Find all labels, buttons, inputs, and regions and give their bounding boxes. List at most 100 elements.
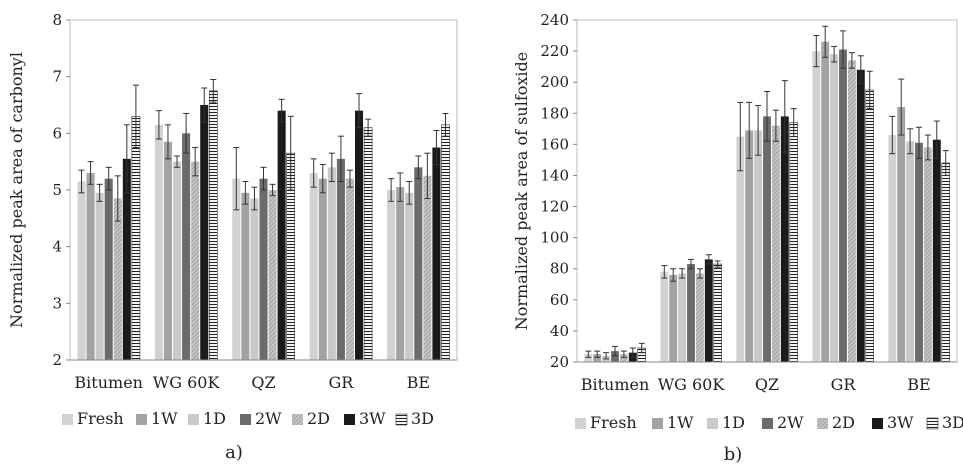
bar-3d-be xyxy=(941,162,950,363)
bar-1w-gr xyxy=(318,178,327,360)
legend-swatch-3d xyxy=(926,417,939,430)
legend-label-3w: 3W xyxy=(887,413,914,432)
bar-1w-qz xyxy=(241,192,250,360)
bar-2d-qz xyxy=(771,125,780,362)
y-tick-label: 80 xyxy=(550,260,569,278)
bar-1w-wg-60k xyxy=(669,274,678,362)
bar-3w-qz xyxy=(780,116,789,362)
bar-2w-qz xyxy=(259,178,268,360)
legend-swatch-1d xyxy=(188,414,199,425)
bar-1w-wg-60k xyxy=(163,141,172,360)
legend-swatch-3w xyxy=(344,414,355,425)
y-axis-label: Normalized peak area of sulfoxide xyxy=(512,52,531,330)
legend-swatch-1d xyxy=(707,418,718,429)
panel-label: b) xyxy=(724,444,743,465)
legend-swatch-fresh xyxy=(575,418,586,429)
bar-fresh-bitumen xyxy=(77,181,86,360)
legend-label-fresh: Fresh xyxy=(77,409,124,428)
bar-fresh-be xyxy=(888,135,897,362)
y-tick-label: 3 xyxy=(52,294,62,312)
legend-label-1w: 1W xyxy=(667,413,694,432)
bar-3w-gr xyxy=(355,110,364,361)
bar-3d-qz xyxy=(789,122,798,363)
bar-fresh-be xyxy=(387,190,396,360)
legend-swatch-2w xyxy=(762,418,773,429)
y-tick-label: 120 xyxy=(540,198,569,216)
bar-2d-qz xyxy=(268,190,277,360)
legend-swatch-3w xyxy=(872,418,883,429)
bar-1d-wg-60k xyxy=(678,273,687,362)
bar-3w-wg-60k xyxy=(704,259,713,362)
bar-2w-gr xyxy=(336,158,345,360)
x-category-label: GR xyxy=(328,373,354,392)
bar-3d-gr xyxy=(363,127,373,361)
bar-3w-qz xyxy=(277,110,286,361)
legend-label-1w: 1W xyxy=(151,409,178,428)
bar-1w-be xyxy=(396,187,405,360)
y-tick-label: 6 xyxy=(52,124,62,142)
bar-2d-be xyxy=(423,175,432,360)
panel-label: a) xyxy=(225,442,243,463)
bar-3w-be xyxy=(432,147,441,360)
x-category-label: WG 60K xyxy=(153,373,221,392)
legend-label-2d: 2D xyxy=(307,409,330,428)
bar-1d-be xyxy=(906,141,915,362)
legend-swatch-1w xyxy=(136,414,147,425)
x-category-label: BE xyxy=(907,375,930,394)
x-category-label: Bitumen xyxy=(581,375,650,394)
bar-2w-be xyxy=(414,167,423,360)
y-tick-label: 20 xyxy=(550,353,569,371)
y-tick-label: 8 xyxy=(52,11,62,29)
y-tick-label: 160 xyxy=(540,135,569,153)
bar-fresh-qz xyxy=(232,178,241,360)
chart-panel-b: 20 40 60 80 100 120 140 160 180 200 220 240 Normaliz… xyxy=(512,11,963,465)
bar-2w-be xyxy=(915,142,923,362)
bar-1w-gr xyxy=(821,41,830,362)
y-tick-label: 240 xyxy=(540,11,569,29)
legend-label-2d: 2D xyxy=(832,413,855,432)
y-axis-label: Normalized peak area of carbonyl xyxy=(7,52,26,328)
y-tick-label: 220 xyxy=(540,42,569,60)
bar-1d-gr xyxy=(830,54,839,362)
y-tick-label: 180 xyxy=(540,104,569,122)
x-category-label: QZ xyxy=(755,375,779,394)
bar-2w-bitumen xyxy=(611,351,619,362)
bar-3w-wg-60k xyxy=(200,105,209,360)
bar-3d-wg-60k xyxy=(713,263,722,363)
bar-2d-gr xyxy=(345,178,355,360)
legend-label-1d: 1D xyxy=(203,409,226,428)
bar-2w-bitumen xyxy=(104,178,113,360)
x-category-label: BE xyxy=(407,373,430,392)
bar-1d-be xyxy=(405,192,414,360)
bar-2d-wg-60k xyxy=(695,273,704,362)
bar-3d-gr xyxy=(865,89,874,363)
legend-label-1d: 1D xyxy=(722,413,745,432)
bar-3w-bitumen xyxy=(122,158,131,360)
bar-1w-bitumen xyxy=(593,354,602,362)
y-tick-label: 100 xyxy=(540,229,569,247)
bar-1d-qz xyxy=(250,198,259,360)
bar-1d-wg-60k xyxy=(172,161,182,360)
bar-2d-bitumen xyxy=(113,198,122,360)
bar-3d-bitumen xyxy=(131,116,141,361)
bar-1d-gr xyxy=(327,167,336,360)
bar-fresh-gr xyxy=(309,173,318,360)
bar-1w-qz xyxy=(745,130,754,362)
bar-1d-bitumen xyxy=(95,192,104,360)
bar-1d-qz xyxy=(754,130,763,362)
bar-fresh-qz xyxy=(736,136,745,362)
legend-label-3d: 3D xyxy=(942,413,963,432)
y-tick-label: 40 xyxy=(550,322,569,340)
bar-3d-wg-60k xyxy=(208,90,218,361)
y-tick-label: 140 xyxy=(540,166,569,184)
bar-1w-be xyxy=(897,107,906,363)
legend-swatch-3d xyxy=(395,413,408,426)
bar-3d-be xyxy=(441,124,450,361)
legend-label-3w: 3W xyxy=(359,409,386,428)
bar-2w-qz xyxy=(763,116,771,362)
bar-fresh-bitumen xyxy=(584,354,593,362)
legend-swatch-2w xyxy=(240,414,251,425)
y-tick-label: 7 xyxy=(52,68,62,86)
